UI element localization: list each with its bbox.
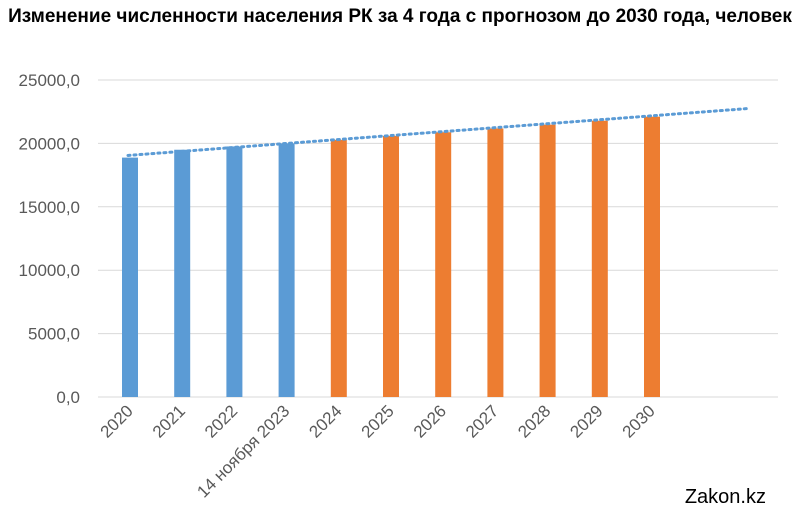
- y-tick-label: 5000,0: [28, 325, 80, 344]
- x-tick-label: 14 ноября 2023: [193, 401, 293, 501]
- watermark: Zakon.kz: [684, 486, 766, 508]
- x-tick-label: 2028: [514, 401, 554, 441]
- x-tick-label: 2025: [358, 401, 398, 441]
- trendline-path: [126, 107, 750, 157]
- bar: [330, 139, 347, 397]
- trendline: [126, 107, 750, 157]
- chart-title: Изменение численности населения РК за 4 …: [8, 6, 792, 27]
- y-tick-label: 20000,0: [19, 134, 80, 153]
- y-tick-label: 10000,0: [19, 261, 80, 280]
- x-tick-label: 2030: [619, 401, 659, 441]
- y-tick-label: 25000,0: [19, 71, 80, 90]
- x-tick-label: 2029: [566, 401, 606, 441]
- bar: [539, 124, 556, 397]
- bar: [383, 135, 399, 397]
- bar: [435, 132, 452, 398]
- bar: [591, 120, 608, 398]
- y-tick-label: 0,0: [56, 388, 80, 407]
- x-tick-label: 2022: [201, 401, 241, 441]
- bar: [487, 128, 504, 397]
- bar: [226, 146, 243, 397]
- bar: [278, 143, 295, 397]
- x-tick-label: 2027: [462, 401, 502, 441]
- x-tick-label: 2021: [149, 401, 189, 441]
- bar: [174, 149, 191, 397]
- bar: [644, 116, 660, 397]
- bar: [122, 157, 138, 397]
- x-tick-label: 2020: [97, 401, 137, 441]
- x-tick-label: 2024: [305, 401, 345, 441]
- y-axis-ticks: 0,0 5000,0 10000,0 15000,0 20000,0 25000,0: [19, 71, 80, 407]
- y-tick-label: 15000,0: [19, 198, 80, 217]
- x-tick-label: 2026: [410, 401, 450, 441]
- bars: [122, 116, 660, 398]
